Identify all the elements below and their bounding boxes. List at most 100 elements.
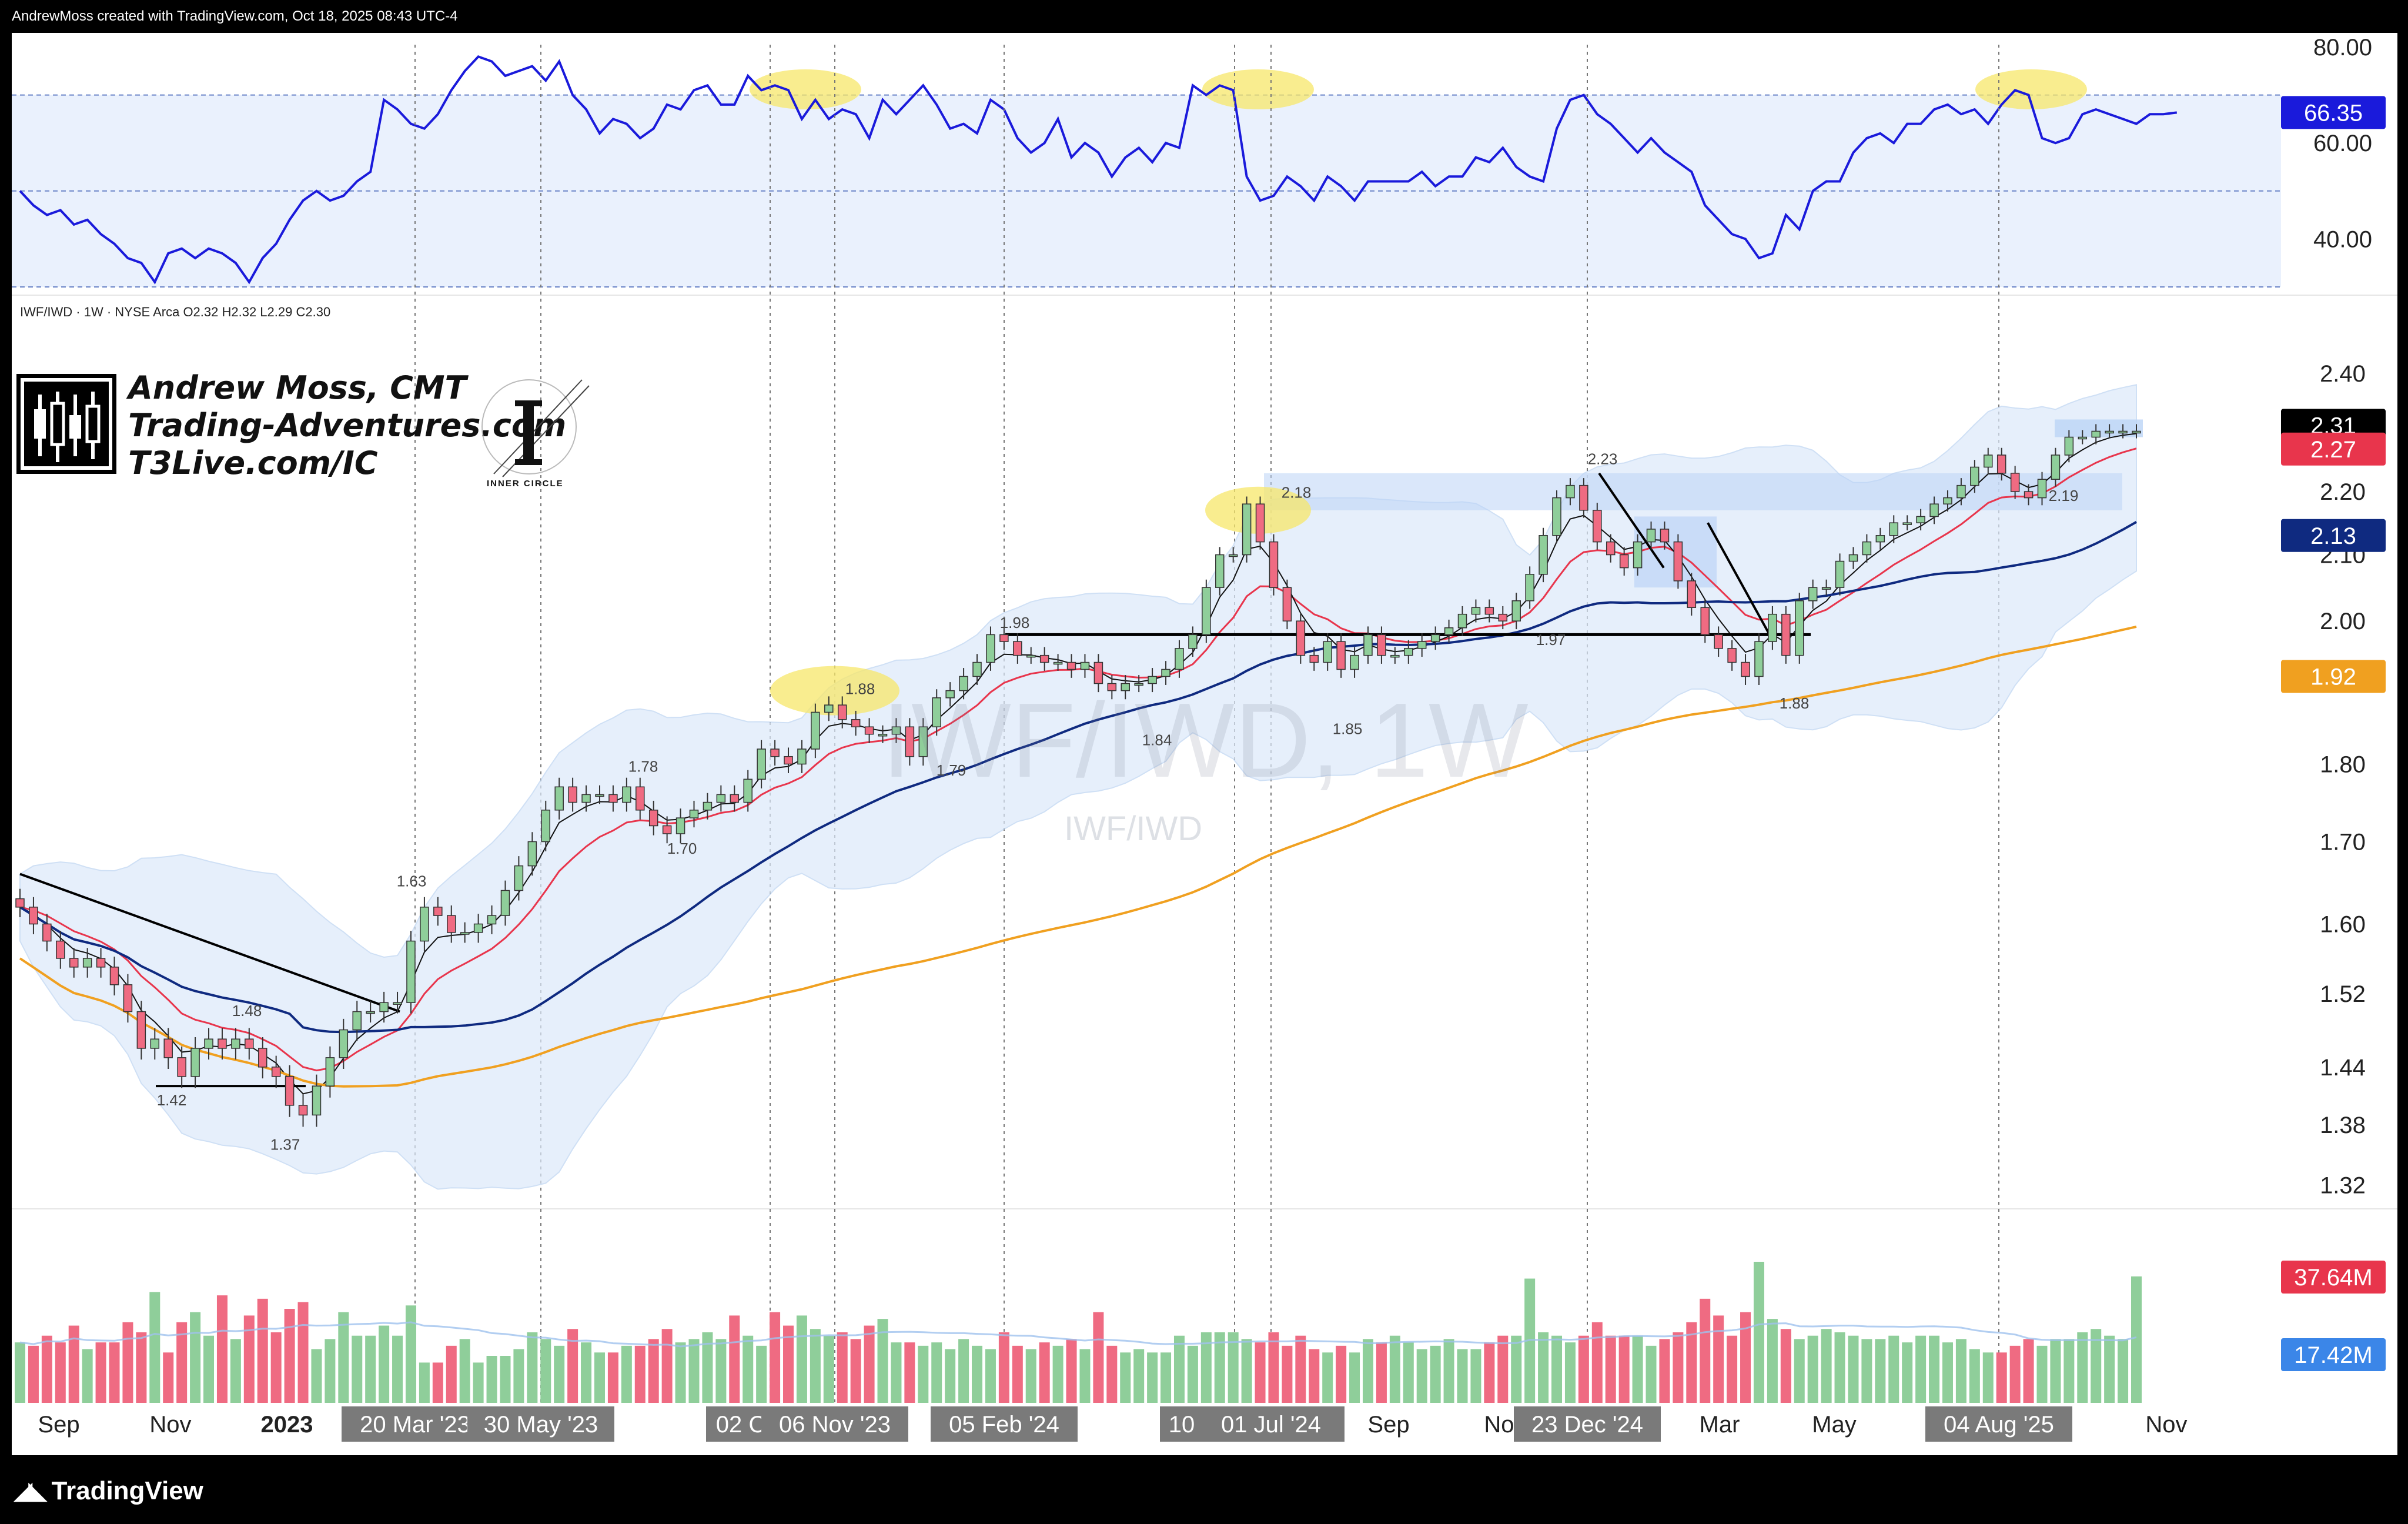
candle-body[interactable] <box>554 786 564 811</box>
candle-body[interactable] <box>568 786 577 803</box>
candle-body[interactable] <box>150 1038 160 1049</box>
volume-bar[interactable] <box>2009 1345 2021 1403</box>
candle-body[interactable] <box>352 1011 362 1031</box>
volume-bar[interactable] <box>1875 1339 1886 1403</box>
volume-bar[interactable] <box>2050 1339 2061 1403</box>
volume-bar[interactable] <box>379 1325 390 1403</box>
tradingview-logo[interactable]: ◢◣ TradingView <box>14 1476 203 1506</box>
volume-bar[interactable] <box>770 1312 781 1403</box>
candle-body[interactable] <box>757 748 766 780</box>
candle-body[interactable] <box>257 1048 267 1068</box>
candle-body[interactable] <box>1269 541 1279 588</box>
volume-bar[interactable] <box>176 1322 188 1403</box>
candle-body[interactable] <box>1714 634 1723 649</box>
candle-body[interactable] <box>1687 580 1697 608</box>
candle-body[interactable] <box>1228 554 1238 557</box>
candle-body[interactable] <box>1984 454 1993 468</box>
volume-bar[interactable] <box>1780 1329 1791 1403</box>
volume-bar[interactable] <box>1173 1335 1185 1403</box>
candle-body[interactable] <box>1457 613 1467 629</box>
candle-body[interactable] <box>1430 634 1440 642</box>
volume-bar[interactable] <box>1511 1335 1522 1403</box>
candle-body[interactable] <box>473 923 483 933</box>
candle-body[interactable] <box>433 907 443 916</box>
candle-body[interactable] <box>285 1076 295 1106</box>
candle-body[interactable] <box>1552 497 1561 536</box>
volume-bar[interactable] <box>2131 1276 2142 1403</box>
candle-body[interactable] <box>2037 479 2047 499</box>
candle-body[interactable] <box>1902 522 1912 525</box>
candle-body[interactable] <box>1606 541 1616 556</box>
volume-bar[interactable] <box>1160 1352 1172 1403</box>
volume-bar[interactable] <box>1942 1342 1953 1403</box>
candle-body[interactable] <box>109 967 119 985</box>
candle-body[interactable] <box>1970 466 1979 486</box>
volume-bar[interactable] <box>1605 1335 1616 1403</box>
volume-bar[interactable] <box>1457 1349 1468 1403</box>
volume-bar[interactable] <box>1430 1345 1441 1403</box>
volume-bar[interactable] <box>958 1339 969 1403</box>
volume-bar[interactable] <box>2118 1339 2129 1403</box>
candle-body[interactable] <box>1956 484 1966 499</box>
candle-body[interactable] <box>1188 634 1198 649</box>
candle-body[interactable] <box>245 1038 254 1049</box>
candle-body[interactable] <box>932 697 941 727</box>
candle-body[interactable] <box>56 940 65 959</box>
volume-bar[interactable] <box>621 1345 632 1403</box>
candle-body[interactable] <box>1363 634 1373 656</box>
candle-body[interactable] <box>2010 473 2020 492</box>
volume-bar[interactable] <box>1295 1335 1306 1403</box>
volume-bar[interactable] <box>756 1345 767 1403</box>
candle-body[interactable] <box>218 1038 227 1049</box>
volume-bar[interactable] <box>419 1362 430 1403</box>
candle-body[interactable] <box>1525 574 1534 601</box>
candle-body[interactable] <box>1484 607 1494 615</box>
candle-body[interactable] <box>918 726 928 757</box>
candle-body[interactable] <box>514 865 524 891</box>
volume-bar[interactable] <box>1700 1298 1711 1403</box>
volume-bar[interactable] <box>297 1302 309 1403</box>
volume-bar[interactable] <box>203 1335 215 1403</box>
candle-body[interactable] <box>204 1038 213 1049</box>
symbol-legend[interactable]: IWF/IWD · 1W · NYSE Arca O2.32 H2.32 L2.… <box>20 305 331 319</box>
candle-body[interactable] <box>82 958 92 968</box>
volume-bar[interactable] <box>1025 1349 1036 1403</box>
volume-bar[interactable] <box>243 1315 255 1403</box>
candle-body[interactable] <box>190 1048 200 1077</box>
rsi-line[interactable] <box>19 55 2178 285</box>
candle-body[interactable] <box>487 915 497 925</box>
candle-body[interactable] <box>1323 641 1332 663</box>
volume-bar[interactable] <box>1349 1352 1360 1403</box>
candle-body[interactable] <box>1875 535 1885 543</box>
candle-body[interactable] <box>905 726 915 757</box>
volume-bar[interactable] <box>109 1342 120 1403</box>
candle-body[interactable] <box>1350 654 1359 670</box>
candle-body[interactable] <box>325 1057 335 1087</box>
candle-body[interactable] <box>1768 613 1777 642</box>
downtrend-line[interactable] <box>19 873 400 1013</box>
candle-body[interactable] <box>271 1067 281 1077</box>
candle-body[interactable] <box>945 690 955 698</box>
volume-bar[interactable] <box>1969 1349 1980 1403</box>
volume-bar[interactable] <box>1200 1332 1212 1403</box>
volume-bar[interactable] <box>1713 1315 1724 1403</box>
volume-bar[interactable] <box>68 1325 79 1403</box>
candle-body[interactable] <box>312 1085 322 1116</box>
candle-body[interactable] <box>864 726 874 735</box>
candle-body[interactable] <box>689 810 699 818</box>
volume-bar[interactable] <box>1484 1342 1495 1403</box>
candle-body[interactable] <box>1390 654 1400 658</box>
candle-body[interactable] <box>811 711 820 750</box>
candle-body[interactable] <box>1929 503 1939 517</box>
volume-bar[interactable] <box>1214 1332 1225 1403</box>
candle-body[interactable] <box>1053 661 1063 665</box>
volume-bar[interactable] <box>257 1298 268 1403</box>
candle-body[interactable] <box>1566 484 1575 499</box>
volume-bar[interactable] <box>1740 1312 1751 1403</box>
volume-bar[interactable] <box>675 1342 686 1403</box>
candle-body[interactable] <box>1498 613 1508 621</box>
volume-bar[interactable] <box>405 1305 416 1403</box>
volume-bar[interactable] <box>2077 1332 2088 1403</box>
candle-body[interactable] <box>959 676 968 691</box>
candle-body[interactable] <box>703 801 713 811</box>
